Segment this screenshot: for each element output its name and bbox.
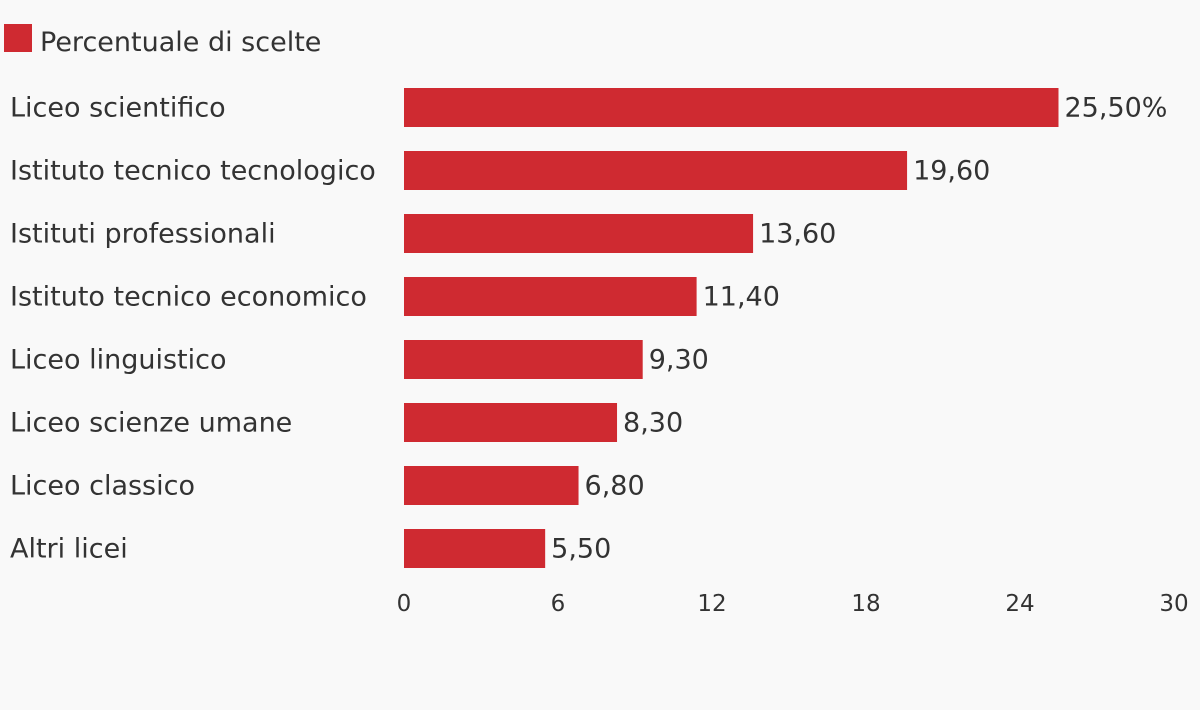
category-label: Liceo scientifico xyxy=(10,93,226,124)
value-label: 5,50 xyxy=(551,534,611,565)
value-label: 13,60 xyxy=(759,219,836,250)
category-label: Liceo classico xyxy=(10,471,195,502)
legend-label: Percentuale di scelte xyxy=(40,27,321,58)
value-label: 9,30 xyxy=(649,345,709,376)
category-label: Istituto tecnico tecnologico xyxy=(10,156,376,187)
category-labels: Liceo scientifico Istituto tecnico tecnol… xyxy=(10,93,376,565)
bar xyxy=(404,466,579,505)
x-tick-label: 12 xyxy=(697,591,726,617)
x-tick-label: 30 xyxy=(1159,591,1188,617)
category-label: Liceo linguistico xyxy=(10,345,227,376)
bar xyxy=(404,340,643,379)
bar xyxy=(404,88,1059,127)
legend: Percentuale di scelte xyxy=(4,24,321,58)
x-axis-ticks: 0 6 12 18 24 30 xyxy=(397,591,1189,617)
category-label: Altri licei xyxy=(10,534,128,565)
bar xyxy=(404,214,753,253)
x-tick-label: 18 xyxy=(851,591,880,617)
value-label: 25,50% xyxy=(1065,93,1168,124)
x-tick-label: 24 xyxy=(1005,591,1034,617)
x-tick-label: 6 xyxy=(551,591,566,617)
value-label: 19,60 xyxy=(913,156,990,187)
legend-swatch xyxy=(4,24,32,52)
value-label: 6,80 xyxy=(585,471,645,502)
category-label: Istituto tecnico economico xyxy=(10,282,367,313)
category-label: Istituti professionali xyxy=(10,219,276,250)
value-label: 8,30 xyxy=(623,408,683,439)
bar xyxy=(404,277,697,316)
bar xyxy=(404,151,907,190)
category-label: Liceo scienze umane xyxy=(10,408,292,439)
value-label: 11,40 xyxy=(703,282,780,313)
x-tick-label: 0 xyxy=(397,591,412,617)
bar xyxy=(404,403,617,442)
bar xyxy=(404,529,545,568)
